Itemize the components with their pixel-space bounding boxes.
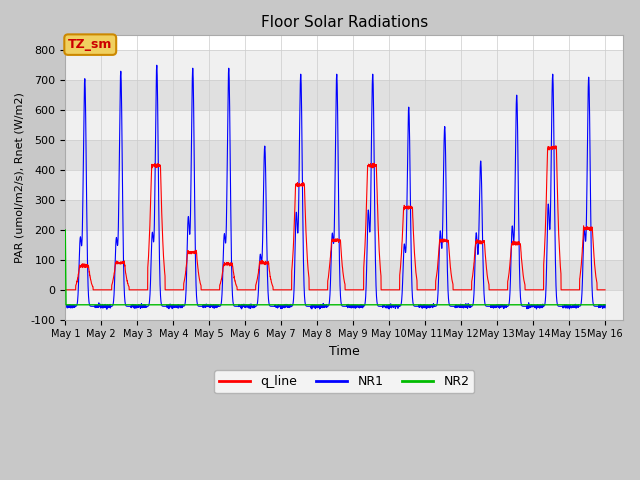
NR2 <box>397 302 405 308</box>
Bar <box>65 200 623 230</box>
NR1 <box>153 62 161 68</box>
q_line <box>397 256 405 262</box>
Bar <box>65 170 623 200</box>
NR2 <box>61 227 69 233</box>
NR1 <box>601 302 609 308</box>
NR2 <box>601 302 609 308</box>
X-axis label: Time: Time <box>329 345 360 358</box>
NR1 <box>550 149 558 155</box>
q_line <box>61 287 69 293</box>
q_line <box>388 287 396 293</box>
Bar <box>65 50 623 80</box>
NR1 <box>397 300 405 306</box>
NR1 <box>212 304 220 310</box>
Bar <box>65 140 623 170</box>
q_line <box>601 287 609 293</box>
q_line <box>601 287 609 293</box>
NR2 <box>550 302 557 308</box>
NR2 <box>62 302 70 308</box>
NR1 <box>601 305 609 311</box>
NR1 <box>61 303 69 309</box>
q_line <box>550 144 557 150</box>
Text: TZ_sm: TZ_sm <box>68 38 113 51</box>
Line: NR1: NR1 <box>65 65 605 309</box>
NR2 <box>177 302 185 308</box>
NR1 <box>388 303 396 309</box>
Bar <box>65 230 623 260</box>
Legend: q_line, NR1, NR2: q_line, NR1, NR2 <box>214 370 474 393</box>
Title: Floor Solar Radiations: Floor Solar Radiations <box>260 15 428 30</box>
Bar <box>65 80 623 110</box>
Bar <box>65 110 623 140</box>
NR2 <box>388 302 396 308</box>
q_line <box>551 143 559 149</box>
q_line <box>212 287 220 293</box>
Bar <box>65 260 623 290</box>
Bar <box>65 290 623 320</box>
NR1 <box>103 306 111 312</box>
NR2 <box>212 302 220 308</box>
NR1 <box>177 304 185 310</box>
Line: q_line: q_line <box>65 146 605 290</box>
Line: NR2: NR2 <box>65 230 605 305</box>
q_line <box>177 287 185 293</box>
NR2 <box>601 302 609 308</box>
Y-axis label: PAR (umol/m2/s), Rnet (W/m2): PAR (umol/m2/s), Rnet (W/m2) <box>15 92 25 263</box>
